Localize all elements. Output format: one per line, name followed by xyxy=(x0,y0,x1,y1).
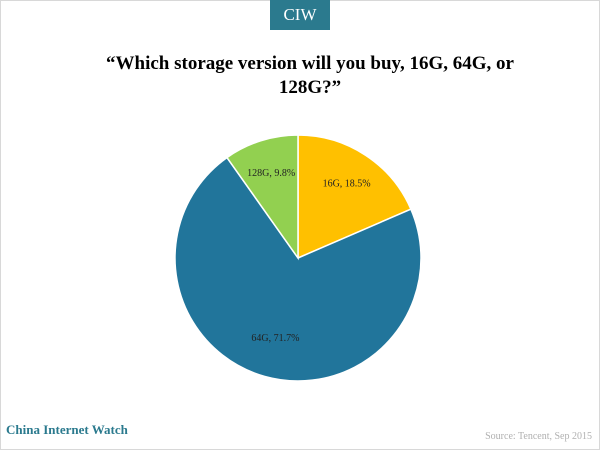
chart-title: “Which storage version will you buy, 16G… xyxy=(106,53,514,98)
pie-slice xyxy=(225,134,299,261)
pie-slice xyxy=(297,134,412,260)
data-label: 64G, 71.7% xyxy=(251,333,299,344)
data-label: 128G, 9.8% xyxy=(247,168,295,179)
data-label: 16G, 18.5% xyxy=(323,178,371,189)
brand: China Internet Watch xyxy=(6,422,128,437)
pie-slice xyxy=(174,156,422,382)
source: Source: Tencent, Sep 2015 xyxy=(485,431,592,442)
chart: 16G, 18.5% 64G, 71.7% 128G, 9.8% xyxy=(174,134,422,382)
logo: CIW xyxy=(270,0,330,30)
